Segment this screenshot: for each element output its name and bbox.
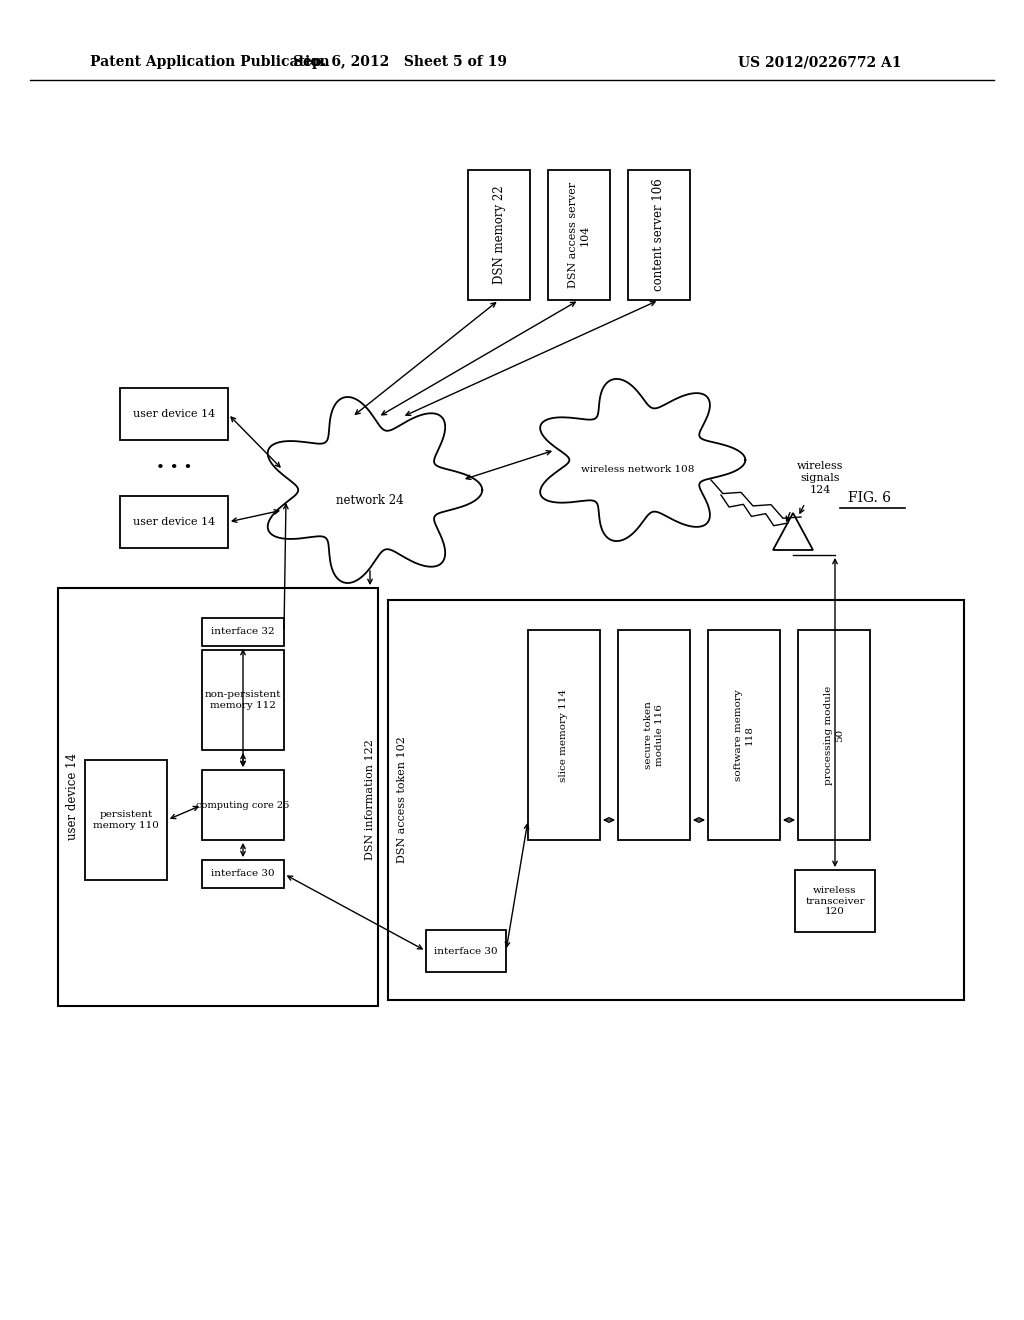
Text: DSN memory 22: DSN memory 22 bbox=[493, 186, 506, 284]
Text: DSN access server
104: DSN access server 104 bbox=[568, 182, 590, 288]
Text: secure token
module 116: secure token module 116 bbox=[644, 701, 664, 770]
Bar bbox=[426, 931, 506, 972]
Bar bbox=[798, 630, 870, 840]
Text: non-persistent
memory 112: non-persistent memory 112 bbox=[205, 690, 282, 710]
Text: Sep. 6, 2012   Sheet 5 of 19: Sep. 6, 2012 Sheet 5 of 19 bbox=[293, 55, 507, 69]
Text: FIG. 6: FIG. 6 bbox=[849, 491, 892, 506]
Bar bbox=[528, 630, 600, 840]
Text: user device 14: user device 14 bbox=[66, 754, 79, 841]
Text: slice memory 114: slice memory 114 bbox=[559, 689, 568, 781]
Bar bbox=[202, 770, 284, 840]
Text: user device 14: user device 14 bbox=[133, 517, 215, 527]
Polygon shape bbox=[541, 379, 745, 541]
Text: • • •: • • • bbox=[156, 461, 193, 475]
Bar bbox=[85, 760, 167, 880]
Text: software memory
118: software memory 118 bbox=[734, 689, 754, 781]
Text: interface 32: interface 32 bbox=[211, 627, 274, 636]
Bar bbox=[202, 861, 284, 888]
Bar bbox=[120, 496, 228, 548]
Bar bbox=[58, 587, 378, 1006]
Bar bbox=[548, 170, 610, 300]
Text: Patent Application Publication: Patent Application Publication bbox=[90, 55, 330, 69]
Polygon shape bbox=[267, 397, 482, 583]
Text: computing core 26: computing core 26 bbox=[197, 800, 290, 809]
Bar bbox=[202, 649, 284, 750]
Bar bbox=[618, 630, 690, 840]
Bar bbox=[120, 388, 228, 440]
Bar bbox=[708, 630, 780, 840]
Text: user device 14: user device 14 bbox=[133, 409, 215, 418]
Bar bbox=[628, 170, 690, 300]
Text: DSN information 122: DSN information 122 bbox=[365, 739, 375, 861]
Text: network 24: network 24 bbox=[336, 494, 403, 507]
Bar bbox=[795, 870, 874, 932]
Text: wireless
transceiver
120: wireless transceiver 120 bbox=[805, 886, 865, 916]
Text: interface 30: interface 30 bbox=[434, 946, 498, 956]
Text: wireless network 108: wireless network 108 bbox=[582, 466, 694, 474]
Text: wireless
signals
124: wireless signals 124 bbox=[797, 462, 843, 495]
Bar bbox=[388, 601, 964, 1001]
Text: processing module
50: processing module 50 bbox=[824, 685, 844, 784]
Text: persistent
memory 110: persistent memory 110 bbox=[93, 810, 159, 830]
Text: DSN access token 102: DSN access token 102 bbox=[397, 737, 407, 863]
Text: US 2012/0226772 A1: US 2012/0226772 A1 bbox=[738, 55, 902, 69]
Text: content server 106: content server 106 bbox=[652, 178, 666, 292]
Bar bbox=[468, 170, 530, 300]
Text: interface 30: interface 30 bbox=[211, 870, 274, 879]
Bar bbox=[202, 618, 284, 645]
